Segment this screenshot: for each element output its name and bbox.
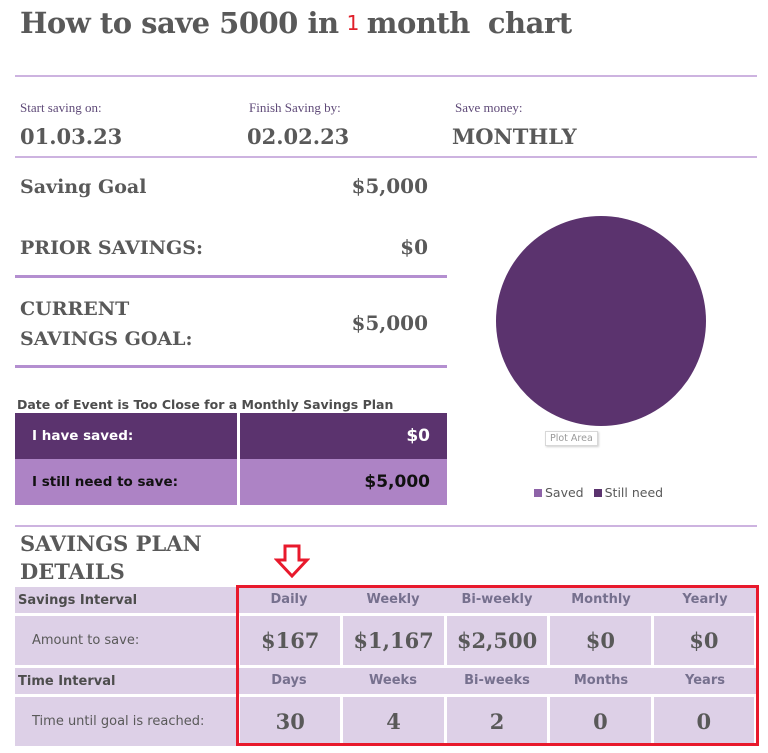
legend-label: Still need xyxy=(604,485,664,500)
divider xyxy=(15,156,757,158)
interval-header: Yearly xyxy=(682,592,728,607)
savings-plan-table: Savings Interval Daily Weekly Bi-weekly … xyxy=(15,587,758,746)
time-cell: 30 xyxy=(237,694,344,746)
amount-row: Amount to save: $167 $1,167 $2,500 $0 $0 xyxy=(15,613,758,665)
amount-cell: $0 xyxy=(650,613,758,665)
time-unit-header: Bi-weeks xyxy=(464,673,530,688)
interval-header: Monthly xyxy=(571,592,631,607)
summary-value: $5,000 xyxy=(364,472,430,492)
divider xyxy=(15,75,757,77)
down-arrow-icon xyxy=(274,544,310,578)
legend-item-still-need[interactable]: Still need xyxy=(593,485,664,500)
time-cell: 0 xyxy=(650,694,758,746)
time-interval-header-row: Time Interval Days Weeks Bi-weeks Months… xyxy=(15,668,757,694)
time-row: Time until goal is reached: 30 4 2 0 0 xyxy=(15,694,758,746)
prior-savings-label: PRIOR SAVINGS: xyxy=(20,237,203,259)
finish-date-label: Finish Saving by: xyxy=(249,100,341,115)
summary-label: I have saved: xyxy=(15,413,240,459)
prior-savings-value[interactable]: $0 xyxy=(400,235,428,259)
frequency-label: Save money: xyxy=(455,100,523,115)
legend-swatch-icon xyxy=(593,489,602,497)
title-prefix: How to save 5000 in xyxy=(20,6,339,40)
chart-legend: Saved Still need xyxy=(534,485,663,500)
title-number[interactable]: 1 xyxy=(346,11,360,35)
plan-title-line1: SAVINGS PLAN xyxy=(20,531,202,556)
current-goal-label: CURRENT SAVINGS GOAL: xyxy=(20,294,193,354)
divider xyxy=(15,275,447,278)
pie-chart-still-need-slice[interactable] xyxy=(496,216,706,426)
time-cell: 0 xyxy=(547,694,654,746)
start-date-label: Start saving on: xyxy=(20,100,102,115)
current-goal-value: $5,000 xyxy=(351,311,428,335)
frequency-value[interactable]: MONTHLY xyxy=(452,124,577,149)
title-tail: chart xyxy=(487,6,572,40)
plan-title: SAVINGS PLAN DETAILS xyxy=(20,530,202,586)
legend-item-saved[interactable]: Saved xyxy=(534,485,584,500)
saving-goal-label: Saving Goal xyxy=(20,176,147,198)
legend-label: Saved xyxy=(545,485,584,500)
summary-row-still-need: I still need to save: $5,000 xyxy=(15,459,447,505)
page-title: How to save 5000 in 1 month chart xyxy=(20,6,572,40)
time-unit-header: Months xyxy=(573,673,629,688)
divider xyxy=(15,365,447,368)
time-label: Time until goal is reached: xyxy=(15,694,237,746)
time-interval-label: Time Interval xyxy=(15,668,237,694)
plan-title-line2: DETAILS xyxy=(20,559,125,584)
summary-label: I still need to save: xyxy=(15,459,240,505)
amount-cell: $1,167 xyxy=(340,613,447,665)
time-cell: 4 xyxy=(340,694,447,746)
interval-header: Bi-weekly xyxy=(461,592,533,607)
summary-row-saved: I have saved: $0 xyxy=(15,413,447,459)
current-goal-label-line1: CURRENT xyxy=(20,298,130,320)
time-cell: 2 xyxy=(443,694,551,746)
summary-value: $0 xyxy=(406,426,430,446)
plot-area-tooltip: Plot Area xyxy=(545,431,598,446)
amount-cell: $0 xyxy=(547,613,654,665)
amount-cell: $2,500 xyxy=(443,613,551,665)
title-suffix: month xyxy=(366,6,471,40)
divider xyxy=(15,525,757,527)
savings-summary-table: I have saved: $0 I still need to save: $… xyxy=(15,413,447,505)
amount-cell: $167 xyxy=(237,613,344,665)
legend-swatch-icon xyxy=(534,489,542,497)
interval-header: Weekly xyxy=(366,592,420,607)
time-unit-header: Years xyxy=(685,673,725,688)
current-goal-label-line2: SAVINGS GOAL: xyxy=(20,328,193,350)
time-unit-header: Days xyxy=(271,673,307,688)
saving-goal-value[interactable]: $5,000 xyxy=(351,174,428,198)
finish-date-value[interactable]: 02.02.23 xyxy=(247,124,350,149)
savings-interval-header-row: Savings Interval Daily Weekly Bi-weekly … xyxy=(15,587,757,613)
savings-interval-label: Savings Interval xyxy=(15,587,237,613)
start-date-value[interactable]: 01.03.23 xyxy=(20,124,123,149)
warning-message: Date of Event is Too Close for a Monthly… xyxy=(17,397,394,412)
amount-label: Amount to save: xyxy=(15,613,237,665)
time-unit-header: Weeks xyxy=(369,673,417,688)
interval-header: Daily xyxy=(270,592,308,607)
